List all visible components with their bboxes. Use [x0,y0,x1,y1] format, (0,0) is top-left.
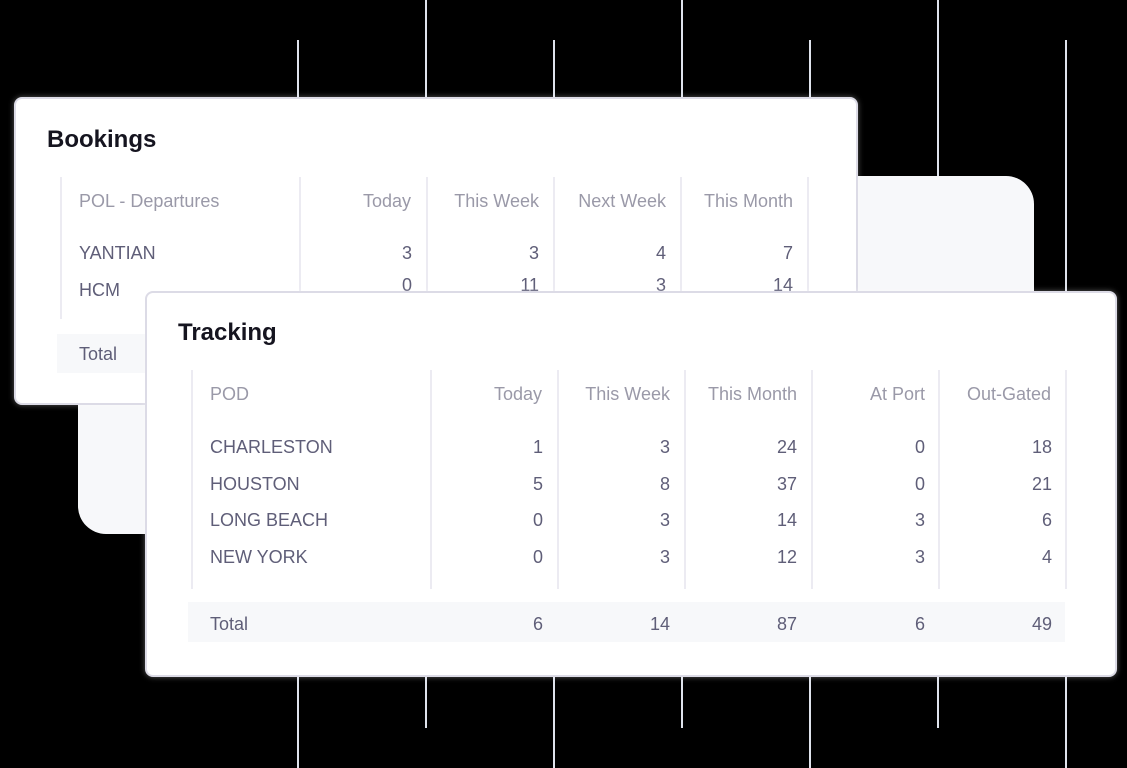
cell-value: 0 [401,275,412,295]
tracking-card: Tracking POD Today This Week This Month … [145,291,1117,677]
column-divider [299,177,301,319]
row-name: YANTIAN [79,243,156,263]
column-header[interactable]: At Port [869,384,925,404]
column-header[interactable]: POD [210,384,250,404]
cell-value: 21 [1031,474,1052,494]
cell-value: 18 [1031,437,1052,457]
cell-value: 4 [655,243,666,263]
row-name: HCM [79,280,120,300]
column-divider [684,370,686,589]
cell-value: 0 [532,510,543,530]
column-divider [553,177,555,319]
column-header[interactable]: This Month [703,191,793,211]
row-name: CHARLESTON [210,437,333,457]
total-label: Total [79,344,118,364]
column-divider [426,177,428,319]
cell-value: 14 [776,510,797,530]
total-label: Total [210,614,249,634]
row-name: LONG BEACH [210,510,329,530]
column-header[interactable]: This Week [454,191,539,211]
cell-value: 24 [776,437,797,457]
cell-value: 0 [914,437,925,457]
column-header[interactable]: Today [493,384,542,404]
cell-value: 3 [659,547,670,567]
column-divider [807,177,809,319]
cell-value: 0 [532,547,543,567]
cell-value: 14 [772,275,793,295]
column-header[interactable]: This Week [585,384,670,404]
cell-value: 6 [1041,510,1052,530]
row-name: NEW YORK [210,547,308,567]
column-header[interactable]: This Month [707,384,797,404]
cell-value: 3 [528,243,539,263]
cell-value: 3 [914,547,925,567]
cell-value: 0 [914,474,925,494]
cell-value: 37 [776,474,797,494]
column-divider [938,370,940,589]
column-divider [680,177,682,319]
total-value: 49 [1031,614,1052,634]
column-header[interactable]: Next Week [578,191,666,211]
total-value: 87 [776,614,797,634]
tracking-title: Tracking [178,319,277,346]
column-divider [1065,370,1067,589]
column-divider [60,177,62,319]
bookings-title: Bookings [47,126,157,153]
cell-value: 1 [532,437,543,457]
cell-value: 7 [782,243,793,263]
cell-value: 3 [401,243,412,263]
total-value: 6 [532,614,543,634]
total-row [188,602,1065,642]
cell-value: 3 [659,437,670,457]
column-divider [557,370,559,589]
cell-value: 5 [532,474,543,494]
column-divider [430,370,432,589]
column-divider [811,370,813,589]
cell-value: 12 [776,547,797,567]
column-header[interactable]: Out-Gated [966,384,1051,404]
cell-value: 3 [655,275,666,295]
cell-value: 11 [520,275,539,295]
total-value: 6 [914,614,925,634]
column-header[interactable]: POL - Departures [79,191,220,211]
cell-value: 8 [659,474,670,494]
column-divider [191,370,193,589]
cell-value: 3 [914,510,925,530]
column-header[interactable]: Today [362,191,411,211]
row-name: HOUSTON [210,474,300,494]
cell-value: 3 [659,510,670,530]
total-value: 14 [649,614,670,634]
cell-value: 4 [1041,547,1052,567]
